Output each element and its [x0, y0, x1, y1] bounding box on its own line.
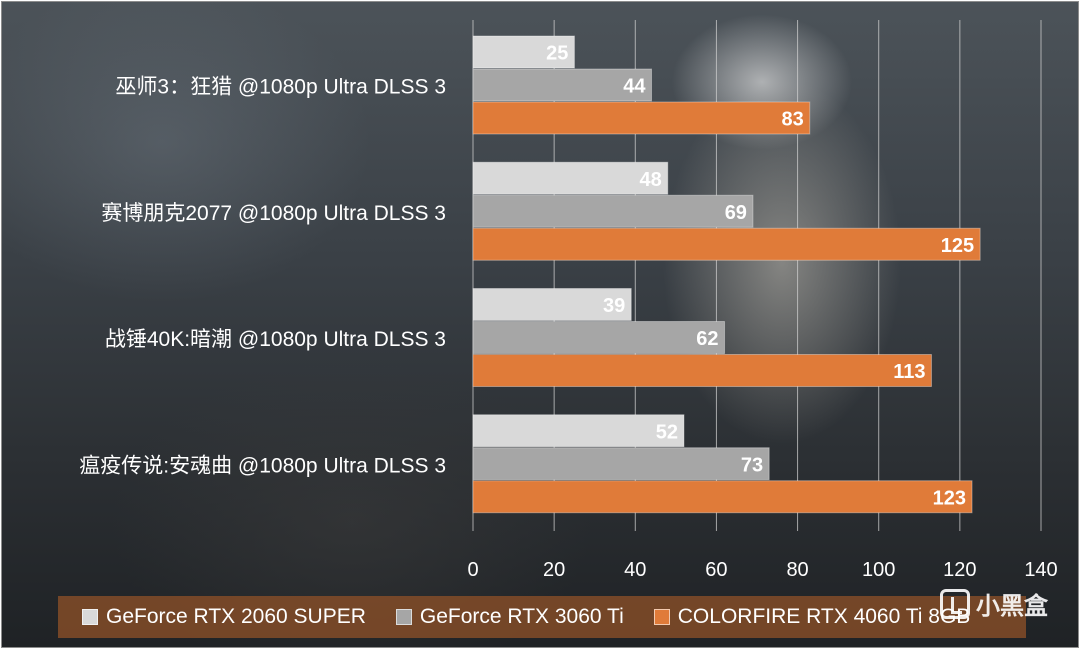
bar [472, 101, 811, 135]
data-label: 123 [933, 487, 966, 509]
x-tick-label: 80 [786, 559, 808, 581]
legend: GeForce RTX 2060 SUPER GeForce RTX 3060 … [58, 596, 1026, 638]
legend-swatch [395, 609, 412, 625]
x-tick-label: 20 [543, 559, 565, 581]
x-tick-label: 120 [943, 559, 976, 581]
x-tick-labels: 0 20 40 60 80 100 120 140 [467, 559, 1057, 581]
data-label: 113 [893, 361, 925, 383]
category-label: 巫师3：狂猎 @1080p Ultra DLSS 3 [115, 76, 446, 99]
legend-swatch [82, 609, 98, 625]
bar [472, 288, 632, 321]
data-label: 125 [941, 235, 974, 257]
bar [472, 227, 981, 261]
data-label: 69 [725, 202, 747, 224]
bar [472, 321, 726, 354]
legend-item-series-3: COLORFIRE RTX 4060 Ti 8GB [653, 605, 971, 629]
legend-item-series-1: GeForce RTX 2060 SUPER [82, 605, 366, 629]
x-tick-label: 100 [862, 559, 895, 581]
bar [472, 68, 653, 102]
bar [472, 414, 685, 448]
category-label: 战锤40K:暗潮 @1080p Ultra DLSS 3 [105, 328, 446, 351]
category-label: 赛博朋克2077 @1080p Ultra DLSS 3 [101, 202, 446, 225]
x-tick-label: 0 [467, 559, 478, 581]
bar [472, 447, 770, 481]
data-label: 73 [741, 454, 763, 476]
bar [472, 194, 754, 228]
legend-label: GeForce RTX 3060 Ti [419, 605, 624, 628]
data-label: 52 [656, 421, 678, 443]
x-tick-label: 140 [1024, 559, 1057, 581]
watermark-text: 小黑盒 [976, 592, 1048, 620]
bar [472, 354, 932, 387]
category-labels: 巫师3：狂猎 @1080p Ultra DLSS 3 赛博朋克2077 @1080… [79, 76, 446, 478]
data-label: 62 [696, 328, 718, 350]
data-label: 44 [623, 76, 646, 98]
data-label: 83 [781, 109, 803, 131]
data-label: 48 [639, 169, 661, 191]
heybox-logo-icon [940, 588, 970, 619]
x-tick-label: 40 [624, 559, 646, 581]
legend-item-series-2: GeForce RTX 3060 Ti [395, 605, 624, 629]
data-label: 39 [603, 295, 625, 317]
bar [472, 35, 575, 69]
legend-label: COLORFIRE RTX 4060 Ti 8GB [677, 605, 971, 628]
bars: 25 44 83 48 69 125 39 62 113 52 73 123 [472, 35, 981, 514]
category-label: 瘟疫传说:安魂曲 @1080p Ultra DLSS 3 [79, 454, 446, 477]
bar [472, 480, 973, 514]
watermark: 小黑盒 [940, 586, 1048, 621]
x-tick-label: 60 [705, 559, 727, 581]
data-label: 25 [546, 43, 568, 65]
legend-label: GeForce RTX 2060 SUPER [106, 605, 366, 628]
legend-swatch [653, 609, 670, 625]
bar [472, 161, 669, 195]
